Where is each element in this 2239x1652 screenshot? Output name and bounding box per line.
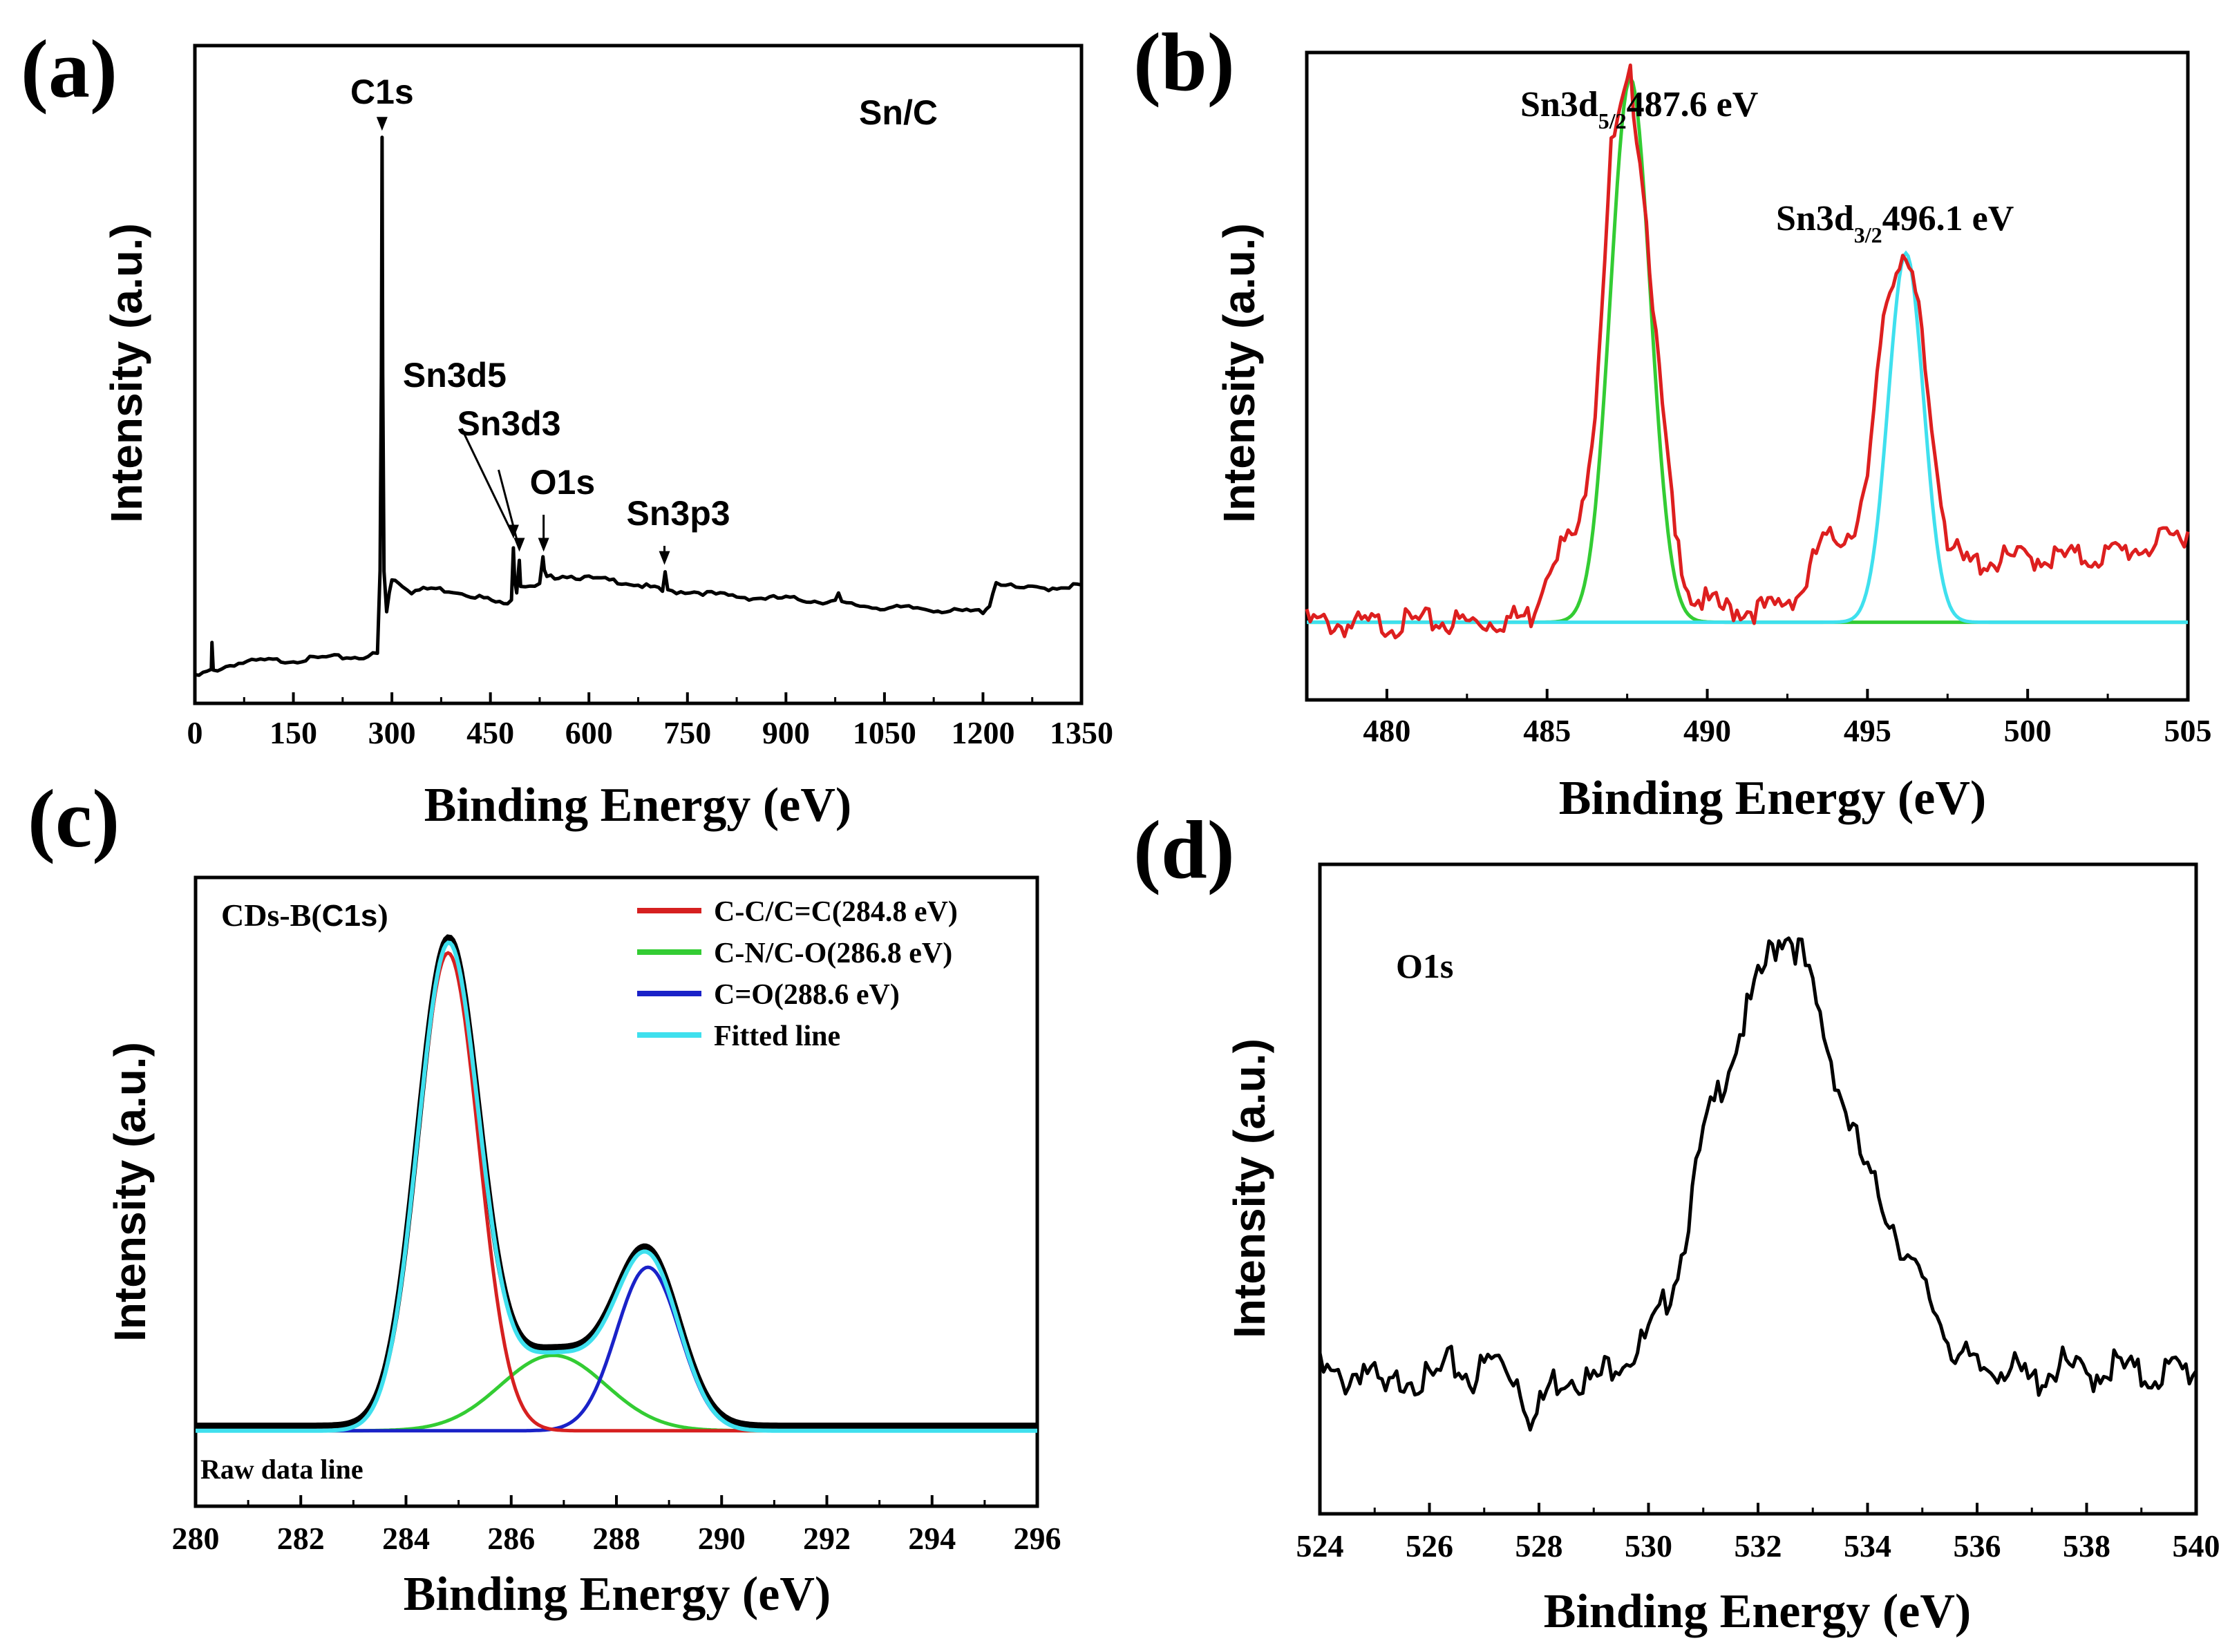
panel-d-x-tick-label: 524 <box>1296 1528 1344 1564</box>
panel-b-annotation-sn3d52-main: Sn3d <box>1520 85 1598 124</box>
panel-a-x-tick-label: 450 <box>466 715 514 750</box>
panel-d-x-tick-label: 540 <box>2173 1528 2220 1564</box>
panel-a-x-tick-label: 1050 <box>853 715 916 750</box>
panel-c-title-bold: C1s <box>322 899 378 933</box>
panel-b-annotation-sn3d52-sub: 5/2 <box>1598 108 1627 133</box>
panel-a-annotation-arrow <box>460 428 515 537</box>
panel-d-x-label: Binding Energy (eV) <box>1544 1585 1971 1638</box>
panel-b-y-label: Intensity (a.u.) <box>1214 223 1264 523</box>
panel-c-legend-label: C-C/C=C(284.8 eV) <box>714 896 958 928</box>
panel-d-x-tick-label: 538 <box>2063 1528 2110 1564</box>
panel-d: (d) 524 526 528 530 532 534 536 538 540 O1s Bind… <box>1133 804 2220 1638</box>
panel-c-title-suffix: ) <box>377 898 388 933</box>
panel-d-label: (d) <box>1133 804 1235 895</box>
panel-d-x-tick-label: 536 <box>1954 1528 2001 1564</box>
panel-a-annotation-c1s: C1s <box>350 73 414 111</box>
panel-a-annotation-arrowhead <box>376 117 388 131</box>
panel-b-x-tick-label: 495 <box>1844 713 1891 748</box>
panel-a-annotation-o1s: O1s <box>530 463 596 502</box>
panel-c-x-tick-label: 280 <box>172 1521 220 1556</box>
panel-a-x-tick-label: 300 <box>368 715 416 750</box>
panel-b: (b) 480 485 490 495 500 505 Binding Energy (e… <box>1133 16 2212 825</box>
panel-a-survey-line <box>194 135 1082 677</box>
panel-b-x-tick-label: 505 <box>2164 713 2212 748</box>
panel-c-x-ticks: 280 282 284 286 288 290 292 294 296 <box>172 1495 1061 1556</box>
panel-a-annotation-arrowhead <box>507 524 519 539</box>
panel-d-x-tick-label: 530 <box>1625 1528 1672 1564</box>
panel-a-x-ticks: 0 150 300 450 600 750 900 1050 1200 1350 <box>187 692 1113 750</box>
panel-a-x-tick-label: 1200 <box>951 715 1014 750</box>
panel-b-annotation-sn3d32-main: Sn3d <box>1776 199 1854 238</box>
panel-c-legend: C-C/C=C(284.8 eV) C-N/C-O(286.8 eV) C=O(28… <box>637 896 958 1052</box>
panel-c-x-tick-label: 288 <box>593 1521 641 1556</box>
panel-c: (c) 280 282 284 286 288 290 292 294 296 C-C/C=C(… <box>28 772 1061 1621</box>
panel-a-annotation-arrow <box>498 469 520 549</box>
panel-c-x-tick-label: 282 <box>277 1521 325 1556</box>
panel-c-y-label: Intensity (a.u.) <box>105 1042 155 1342</box>
panel-d-x-ticks: 524 526 528 530 532 534 536 538 540 <box>1296 1503 2220 1564</box>
panel-c-legend-label: Fitted line <box>714 1020 840 1052</box>
panel-d-x-tick-label: 532 <box>1735 1528 1782 1564</box>
panel-a-x-tick-label: 750 <box>663 715 711 750</box>
panel-d-x-tick-label: 534 <box>1844 1528 1891 1564</box>
panel-b-x-tick-label: 480 <box>1363 713 1410 748</box>
panel-a-label: (a) <box>21 23 117 115</box>
panel-c-x-tick-label: 292 <box>803 1521 851 1556</box>
panel-a-annotation-sn3p3: Sn3p3 <box>627 494 730 533</box>
panel-c-legend-label: C=O(288.6 eV) <box>714 979 900 1011</box>
panel-a-annotation-arrowhead <box>513 538 525 552</box>
panel-b-annotation-sn3d32: Sn3d3/2496.1 eV <box>1776 199 2014 247</box>
panel-a-x-tick-label: 1350 <box>1050 715 1113 750</box>
panel-a-x-tick-label: 600 <box>565 715 613 750</box>
panel-d-series <box>1318 936 2198 1432</box>
panel-d-x-tick-label: 528 <box>1515 1528 1563 1564</box>
panel-c-fitted-line <box>196 940 1037 1433</box>
panel-c-title: CDs-B(C1s) <box>221 898 388 933</box>
panel-a-annotation-arrowhead <box>659 551 670 565</box>
panel-a-x-tick-label: 0 <box>187 715 203 750</box>
panel-c-raw-data-label: Raw data line <box>200 1454 363 1485</box>
panel-c-x-tick-label: 284 <box>382 1521 430 1556</box>
panel-b-annotation-sn3d32-sub: 3/2 <box>1854 222 1882 247</box>
panel-c-x-tick-label: 296 <box>1014 1521 1061 1556</box>
panel-a-annotation-sn3d5: Sn3d5 <box>403 356 507 395</box>
panel-d-title: O1s <box>1396 947 1453 985</box>
panel-a-annotation-sn3d3: Sn3d3 <box>457 404 560 443</box>
panel-c-x-label: Binding Energy (eV) <box>404 1568 831 1621</box>
panel-c-x-tick-label: 294 <box>908 1521 956 1556</box>
panel-b-label: (b) <box>1133 16 1235 108</box>
panel-d-o1s-line <box>1318 936 2198 1432</box>
panel-c-x-tick-label: 290 <box>698 1521 746 1556</box>
panel-c-x-tick-label: 286 <box>487 1521 535 1556</box>
panel-b-raw-data-line <box>1305 63 2190 640</box>
panel-c-legend-label: C-N/C-O(286.8 eV) <box>714 938 952 969</box>
panel-a-x-label: Binding Energy (eV) <box>424 779 851 832</box>
panel-b-x-label: Binding Energy (eV) <box>1559 772 1986 825</box>
panel-a-title: Sn/C <box>859 93 938 132</box>
panel-b-plot-frame <box>1305 50 2190 702</box>
panel-a-x-tick-label: 900 <box>762 715 810 750</box>
panel-b-x-ticks: 480 485 490 495 500 505 <box>1363 689 2212 748</box>
panel-c-label: (c) <box>28 772 120 864</box>
panel-c-series <box>196 934 1037 1433</box>
panel-b-x-tick-label: 490 <box>1683 713 1731 748</box>
panel-b-annotation-sn3d52-value: 487.6 eV <box>1627 85 1759 124</box>
panel-c-title-prefix: CDs-B( <box>221 898 322 933</box>
panel-b-x-tick-label: 485 <box>1523 713 1571 748</box>
panel-b-annotation-sn3d32-value: 496.1 eV <box>1882 199 2014 238</box>
panel-d-y-label: Intensity (a.u.) <box>1225 1038 1274 1338</box>
panel-a-annotation-arrowhead <box>538 538 549 552</box>
panel-a-x-tick-label: 150 <box>270 715 317 750</box>
panel-d-x-tick-label: 526 <box>1406 1528 1453 1564</box>
panel-a-series <box>194 135 1082 677</box>
panel-a: (a) 0 150 300 450 600 750 900 1050 1200 1350 C1s S… <box>21 23 1113 832</box>
panel-a-y-label: Intensity (a.u.) <box>102 223 151 523</box>
panel-b-x-tick-label: 500 <box>2004 713 2052 748</box>
panel-a-annotations: C1s Sn3d5 Sn3d3 O1s Sn3p3 <box>350 73 730 565</box>
panel-b-series <box>1305 63 2190 640</box>
panel-b-annotation-sn3d52: Sn3d5/2487.6 eV <box>1520 85 1758 133</box>
